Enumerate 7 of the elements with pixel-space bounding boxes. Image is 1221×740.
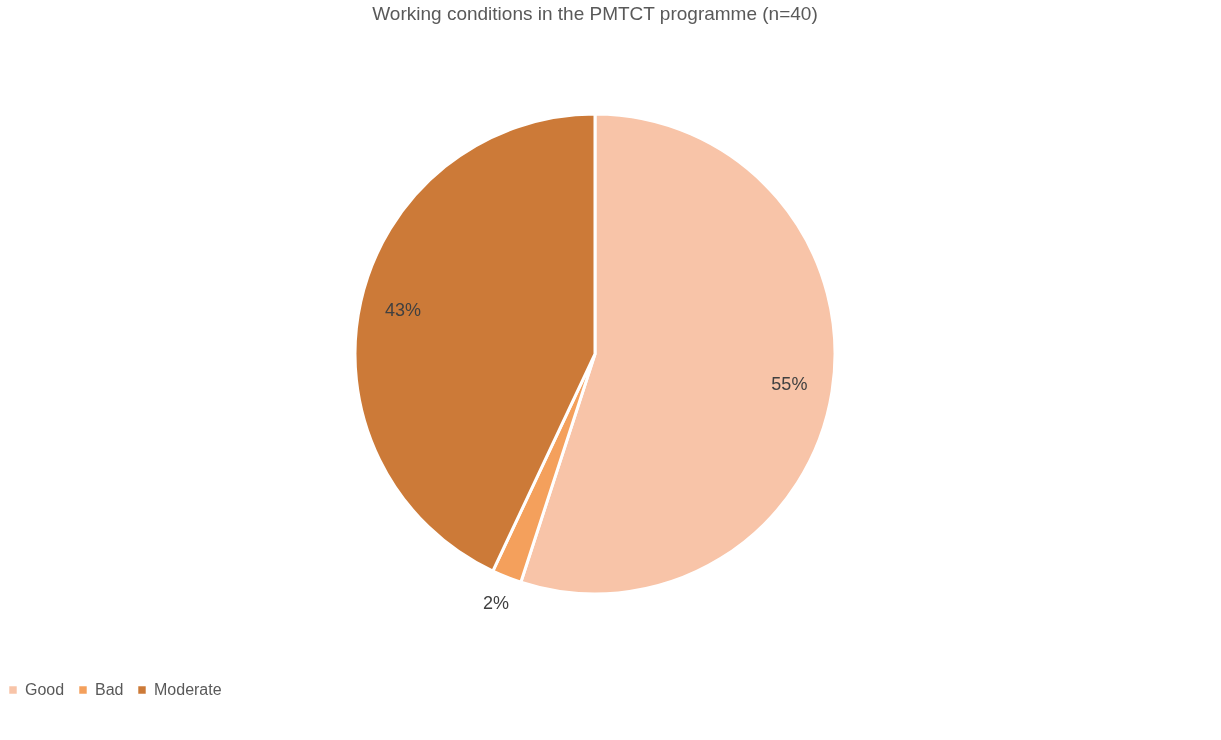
chart-title: Working conditions in the PMTCT programme (n=40) (372, 3, 818, 24)
data-label: 55% (771, 373, 808, 394)
legend-label: Good (25, 681, 65, 698)
legend-label: Moderate (154, 681, 222, 698)
legend-label: Bad (95, 681, 124, 698)
data-label: 2% (483, 592, 510, 613)
data-label: 43% (384, 300, 421, 321)
